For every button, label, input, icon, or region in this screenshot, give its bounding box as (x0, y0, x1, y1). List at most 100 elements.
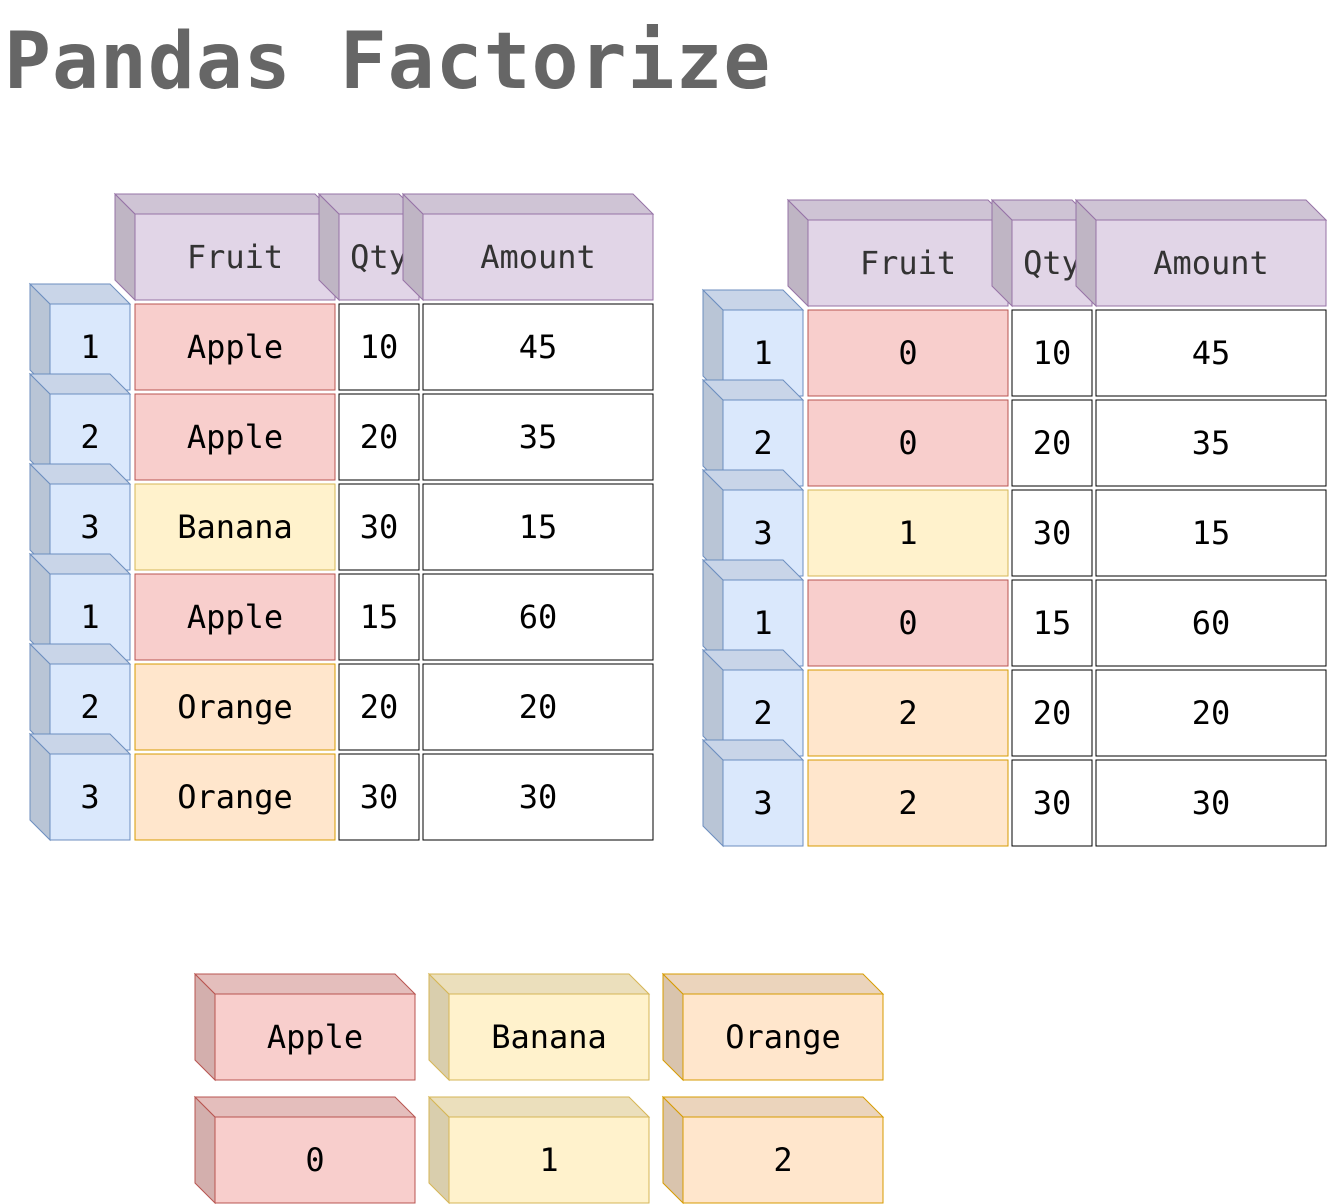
legend-label-apple-label: Apple (267, 1018, 363, 1056)
qty-cell-label: 20 (360, 418, 399, 456)
amount-cell-label: 45 (1192, 334, 1231, 372)
qty-cell-label: 10 (1033, 334, 1072, 372)
fruit-cell-label: 2 (898, 784, 917, 822)
column-header-fruit: Fruit (786, 198, 1010, 308)
legend-label-orange-label: Orange (725, 1018, 841, 1056)
column-header-fruit-label: Fruit (860, 244, 956, 282)
amount-cell: 45 (1095, 309, 1327, 397)
column-header-amount-label: Amount (480, 238, 596, 276)
table-original: Fruit Qty Amount 1 Apple 10 45 2 Apple 20 35 3 Banan… (28, 192, 655, 842)
legend-code-banana-label: 1 (539, 1141, 558, 1179)
amount-cell-label: 60 (1192, 604, 1231, 642)
qty-cell-label: 30 (360, 778, 399, 816)
column-header-qty-label: Qty (350, 238, 408, 276)
table-row: 3 Orange 30 30 (28, 732, 654, 842)
amount-cell-label: 15 (519, 508, 558, 546)
table-row: 1 0 15 60 (701, 558, 1327, 668)
amount-cell: 20 (1095, 669, 1327, 757)
qty-cell-label: 30 (1033, 784, 1072, 822)
table-row: 3 2 30 30 (701, 738, 1327, 848)
fruit-cell: 0 (807, 399, 1009, 487)
fruit-cell-label: Apple (187, 598, 283, 636)
qty-cell-label: 15 (360, 598, 399, 636)
qty-cell: 10 (1011, 309, 1093, 397)
qty-cell: 10 (338, 303, 420, 391)
factorize-legend: Apple 0 Banana 1 Orange 2 (193, 972, 885, 1204)
column-header-amount-label: Amount (1153, 244, 1269, 282)
qty-cell: 30 (338, 483, 420, 571)
qty-cell: 30 (1011, 489, 1093, 577)
row-index-label: 3 (753, 514, 772, 552)
column-header-qty-label: Qty (1023, 244, 1081, 282)
fruit-cell-label: Apple (187, 418, 283, 456)
amount-cell: 60 (1095, 579, 1327, 667)
row-index-label: 2 (80, 688, 99, 726)
page-title: Pandas Factorize (4, 17, 772, 107)
fruit-cell-label: 0 (898, 424, 917, 462)
row-index-label: 3 (80, 508, 99, 546)
table-row: 2 Apple 20 35 (28, 372, 654, 482)
amount-cell-label: 15 (1192, 514, 1231, 552)
fruit-cell-label: Banana (177, 508, 293, 546)
fruit-cell-label: 2 (898, 694, 917, 732)
fruit-cell-label: 0 (898, 604, 917, 642)
row-index-label: 1 (753, 604, 772, 642)
qty-cell-label: 20 (1033, 694, 1072, 732)
fruit-cell: Apple (134, 573, 336, 661)
legend-label-banana: Banana (427, 972, 651, 1082)
row-index: 3 (701, 738, 805, 848)
qty-cell-label: 20 (360, 688, 399, 726)
row-index-label: 1 (80, 328, 99, 366)
qty-cell-label: 15 (1033, 604, 1072, 642)
legend-code-orange-label: 2 (773, 1141, 792, 1179)
column-header-amount: Amount (401, 192, 655, 302)
amount-cell: 15 (1095, 489, 1327, 577)
legend-code-apple: 0 (193, 1095, 417, 1204)
amount-cell: 35 (422, 393, 654, 481)
fruit-cell-label: Orange (177, 778, 293, 816)
amount-cell: 60 (422, 573, 654, 661)
legend-label-banana-label: Banana (491, 1018, 607, 1056)
qty-cell: 30 (1011, 759, 1093, 847)
amount-cell-label: 35 (1192, 424, 1231, 462)
row-index-label: 2 (753, 424, 772, 462)
amount-cell: 30 (1095, 759, 1327, 847)
qty-cell: 15 (1011, 579, 1093, 667)
row-index-label: 2 (753, 694, 772, 732)
fruit-cell-label: Apple (187, 328, 283, 366)
amount-cell-label: 60 (519, 598, 558, 636)
column-header-amount: Amount (1074, 198, 1327, 308)
column-header-fruit-label: Fruit (187, 238, 283, 276)
amount-cell-label: 20 (519, 688, 558, 726)
row-index-label: 1 (753, 334, 772, 372)
row-index-label: 3 (753, 784, 772, 822)
table-row: 1 Apple 10 45 (28, 282, 654, 392)
legend-code-orange: 2 (661, 1095, 885, 1204)
amount-cell-label: 30 (1192, 784, 1231, 822)
qty-cell-label: 30 (1033, 514, 1072, 552)
legend-label-orange: Orange (661, 972, 885, 1082)
qty-cell: 20 (1011, 399, 1093, 487)
fruit-cell: Orange (134, 663, 336, 751)
fruit-cell: 2 (807, 759, 1009, 847)
amount-cell-label: 30 (519, 778, 558, 816)
fruit-cell: Orange (134, 753, 336, 841)
amount-cell-label: 20 (1192, 694, 1231, 732)
legend-code-banana: 1 (427, 1095, 651, 1204)
row-index: 1 (28, 282, 132, 392)
qty-cell: 20 (338, 663, 420, 751)
fruit-cell-label: 0 (898, 334, 917, 372)
qty-cell-label: 30 (360, 508, 399, 546)
row-index-label: 2 (80, 418, 99, 456)
table-row: 3 1 30 15 (701, 468, 1327, 578)
fruit-cell-label: 1 (898, 514, 917, 552)
qty-cell: 20 (338, 393, 420, 481)
qty-cell-label: 20 (1033, 424, 1072, 462)
row-index: 3 (28, 462, 132, 572)
fruit-cell: 1 (807, 489, 1009, 577)
amount-cell: 20 (422, 663, 654, 751)
fruit-cell: Apple (134, 303, 336, 391)
amount-cell-label: 45 (519, 328, 558, 366)
fruit-cell: Banana (134, 483, 336, 571)
column-header-fruit: Fruit (113, 192, 337, 302)
